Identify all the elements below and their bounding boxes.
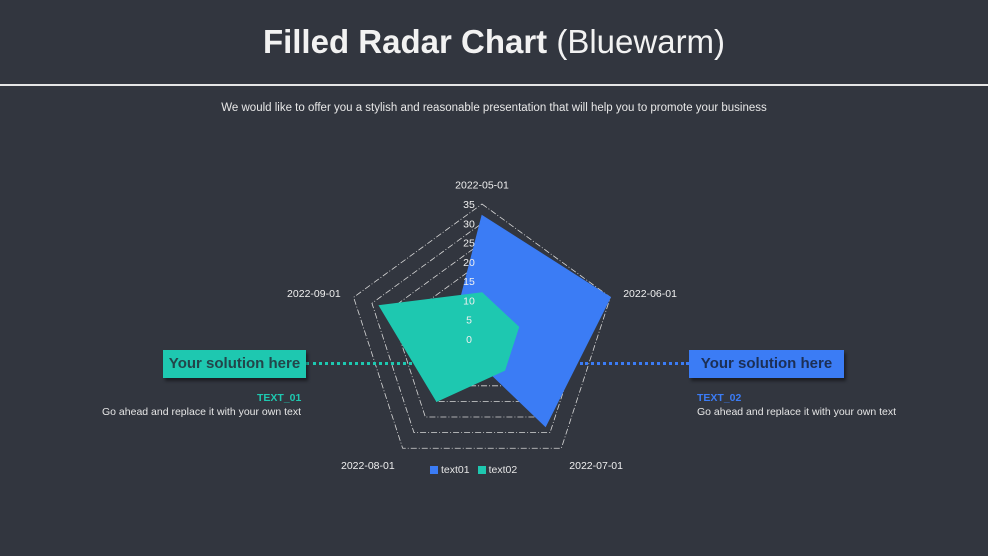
radar-series-text02 [378, 292, 520, 403]
radar-category-label: 2022-05-01 [455, 180, 509, 192]
title-bold: Filled Radar Chart [262, 23, 548, 60]
legend-item-text02: text02 [477, 464, 518, 476]
legend-swatch-text01 [430, 466, 438, 474]
radar-tick-label: 10 [463, 295, 475, 307]
left-solution-box: Your solution here [163, 350, 306, 378]
chart-legend: text01 text02 [430, 464, 517, 476]
left-note-title: TEXT_01 [257, 392, 302, 404]
page-title: Filled Radar Chart (Bluewarm) [0, 20, 988, 64]
radar-tick-label: 25 [463, 238, 475, 250]
page-subtitle: We would like to offer you a stylish and… [221, 102, 767, 114]
right-connector [580, 362, 689, 365]
radar-category-label: 2022-08-01 [341, 460, 395, 472]
legend-swatch-text02 [477, 466, 486, 474]
radar-grid-ring [389, 242, 575, 418]
radar-category-label: 2022-07-01 [569, 460, 623, 472]
radar-tick-label: 15 [463, 276, 475, 288]
radar-category-label: 2022-06-01 [623, 288, 677, 300]
legend-label-text02: text02 [488, 464, 518, 476]
radar-grid-ring [353, 203, 611, 449]
radar-tick-label: 30 [463, 218, 475, 230]
right-note-body: Go ahead and replace it with your own te… [697, 406, 897, 418]
legend-item-text01: text01 [430, 464, 470, 476]
right-note-title: TEXT_02 [697, 392, 742, 404]
radar-tick-label: 35 [463, 199, 475, 211]
title-divider [0, 84, 988, 86]
radar-tick-label: 5 [466, 315, 472, 327]
left-note-body: Go ahead and replace it with your own te… [102, 406, 302, 418]
radar-category-label: 2022-09-01 [287, 288, 341, 300]
right-solution-box: Your solution here [689, 350, 844, 378]
radar-tick-label: 20 [463, 257, 475, 269]
left-connector [306, 362, 418, 365]
radar-tick-label: 0 [466, 334, 472, 346]
legend-label-text01: text01 [441, 464, 470, 476]
title-light: (Bluewarm) [556, 23, 726, 60]
